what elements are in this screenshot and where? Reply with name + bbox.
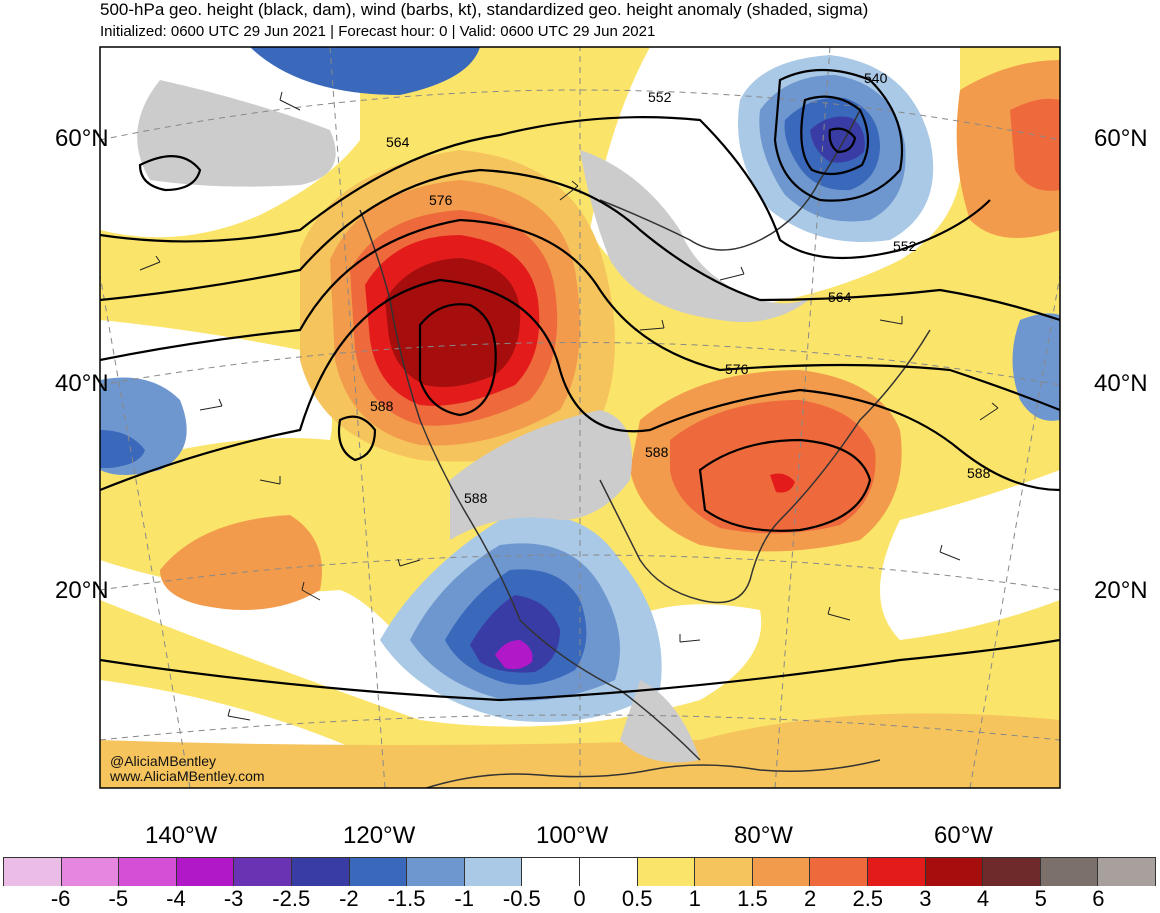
lat-label-right-60: 60°N <box>1094 125 1148 152</box>
anomaly-pacific-orange <box>160 515 322 610</box>
lat-label-left-40: 40°N <box>55 370 109 397</box>
colorbar-swatch <box>637 858 696 886</box>
colorbar-tick-label: -2.5 <box>272 886 311 911</box>
colorbar-tick-label: 0 <box>573 886 586 911</box>
colorbar-swatch <box>291 858 350 886</box>
contour-label: 564 <box>386 134 410 150</box>
anomaly-trough-5 <box>495 640 533 670</box>
colorbar-tick-label: -1.5 <box>387 886 426 911</box>
lat-label-right-20: 20°N <box>1094 577 1148 604</box>
colorbar <box>3 857 1156 886</box>
terrain-central-america <box>620 680 700 763</box>
colorbar-tick-label: 2.5 <box>852 886 884 911</box>
contour-label: 540 <box>864 70 888 86</box>
colorbar-tick-label: -4 <box>166 886 186 911</box>
colorbar-swatch <box>522 858 580 886</box>
colorbar-swatch <box>407 858 465 886</box>
contour-label: 552 <box>648 89 672 105</box>
colorbar-labels: -6 -5 -4 -3 -2.5 -2 -1.5 -1 -0.5 0 0.5 1 1.5 2 2.5 3 4 5 6 <box>0 886 1160 913</box>
lon-label-100w: 100°W <box>536 822 609 849</box>
contour-label: 588 <box>370 398 394 414</box>
lat-label-right-40: 40°N <box>1094 370 1148 397</box>
anomaly-east-3 <box>770 473 795 493</box>
colorbar-swatch <box>1098 858 1156 886</box>
colorbar-swatch <box>464 858 523 886</box>
contour-label-group: 552 564 576 588 540 552 564 576 588 588 … <box>370 70 991 506</box>
colorbar-tick-label: -6 <box>50 886 71 911</box>
contour-label: 588 <box>967 465 991 481</box>
credit-website[interactable]: www.AliciaMBentley.com <box>110 768 265 784</box>
terrain-hudson <box>580 150 820 322</box>
contour-label: 588 <box>464 490 488 506</box>
credit-handle: @AliciaMBentley <box>110 753 217 769</box>
anomaly-npac-blue <box>250 47 480 95</box>
colorbar-swatch <box>1040 858 1099 886</box>
coastlines <box>359 109 931 788</box>
anomaly-trough-4 <box>470 595 560 673</box>
colorbar-swatch <box>579 858 638 886</box>
colorbar-swatch <box>176 858 235 886</box>
wind-barbs <box>139 91 999 721</box>
colorbar-swatch <box>983 858 1041 886</box>
lon-label-120w: 120°W <box>343 822 416 849</box>
anomaly-ridge-5 <box>385 258 521 388</box>
colorbar-swatch <box>234 858 292 886</box>
graticule <box>100 47 1060 788</box>
lat-label-left-20: 20°N <box>55 577 109 604</box>
colorbar-tick-label: 2 <box>803 886 817 911</box>
colorbar-tick-label: 5 <box>1034 886 1047 911</box>
contour-label: 588 <box>645 444 669 460</box>
colorbar-tick-label: -3 <box>223 886 244 911</box>
contour-label: 576 <box>429 192 453 208</box>
anomaly-atlantic-red <box>1010 98 1060 191</box>
map-subtitle: Initialized: 0600 UTC 29 Jun 2021 | Fore… <box>100 23 656 40</box>
colorbar-tick-label: 3 <box>919 886 932 911</box>
colorbar-swatch <box>925 858 984 886</box>
colorbar-tick-label: -0.5 <box>502 886 541 911</box>
lon-label-60w: 60°W <box>934 822 993 849</box>
contour-label: 576 <box>725 361 749 377</box>
terrain-plains <box>450 410 632 540</box>
colorbar-tick-label: 1.5 <box>737 886 768 911</box>
colorbar-tick-label: 6 <box>1092 886 1105 911</box>
map-frame <box>99 46 1061 789</box>
colorbar-swatch <box>119 858 177 886</box>
lon-label-80w: 80°W <box>734 822 793 849</box>
colorbar-tick-label: -5 <box>108 886 129 911</box>
colorbar-tick-label: 1 <box>688 886 701 911</box>
colorbar-tick-label: -1 <box>454 886 474 911</box>
colorbar-swatch <box>810 858 868 886</box>
colorbar-swatch <box>867 858 926 886</box>
lon-label-140w: 140°W <box>145 822 218 849</box>
contour-label: 564 <box>828 289 852 305</box>
colorbar-tick-label: 0.5 <box>621 886 653 911</box>
height-contours <box>100 68 1060 702</box>
anomaly-east-2 <box>670 400 876 534</box>
colorbar-swatch <box>61 858 120 886</box>
colorbar-tick-label: 4 <box>976 886 990 911</box>
colorbar-swatch <box>752 858 811 886</box>
map-title: 500-hPa geo. height (black, dam), wind (… <box>100 0 869 19</box>
contour-label: 552 <box>893 238 917 254</box>
lat-label-left-60: 60°N <box>55 125 109 152</box>
colorbar-tick-label: -2 <box>339 886 359 911</box>
colorbar-swatch <box>3 858 62 886</box>
anomaly-neutral-atlantic <box>880 470 1060 640</box>
colorbar-swatch <box>349 858 408 886</box>
anomaly-pac-blue-core <box>100 430 145 468</box>
colorbar-swatch <box>695 858 753 886</box>
